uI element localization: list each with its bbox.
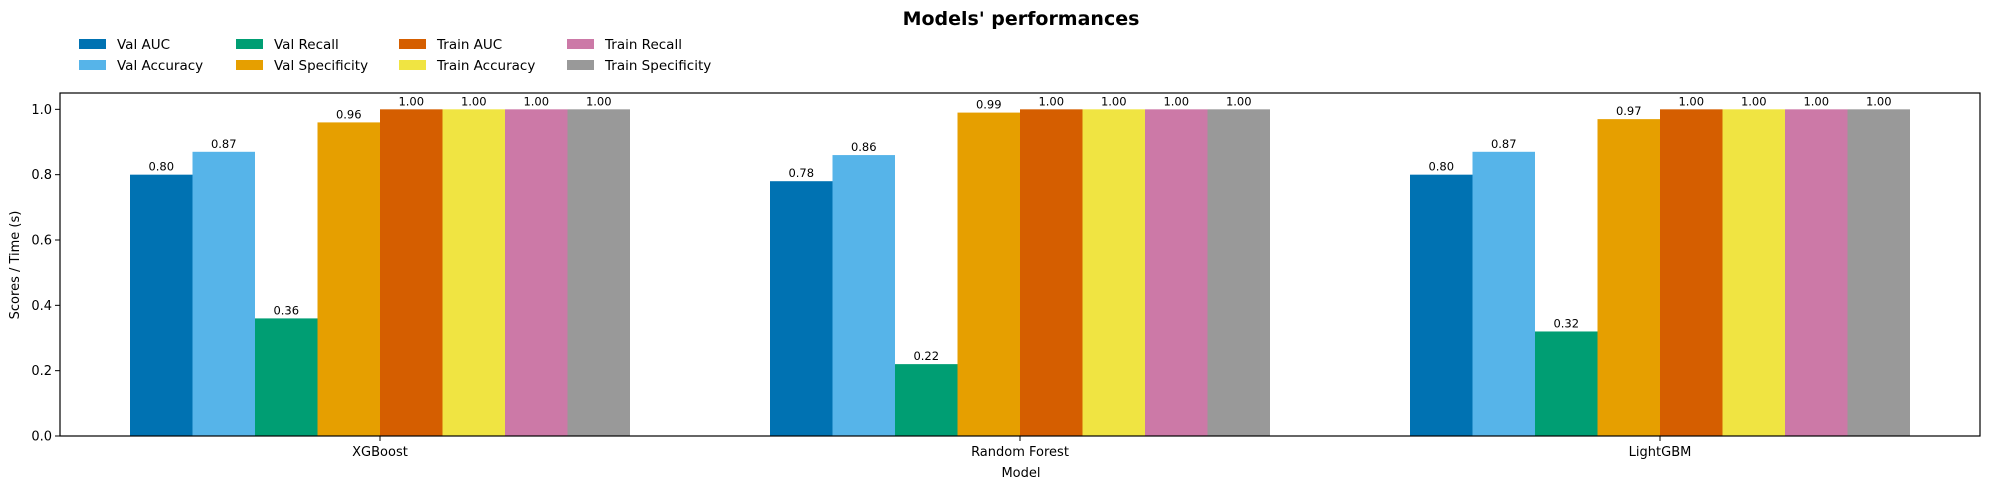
bar <box>1207 109 1270 436</box>
bar-value-label: 1.00 <box>1101 94 1127 108</box>
bar-value-label: 1.00 <box>1226 94 1252 108</box>
legend-swatch <box>79 39 106 49</box>
bar-value-label: 1.00 <box>1678 94 1704 108</box>
legend-label: Val Recall <box>274 37 339 53</box>
bar <box>442 109 505 436</box>
y-tick-label: 0.2 <box>31 364 52 379</box>
bar <box>957 112 1020 436</box>
bar <box>1785 109 1848 436</box>
bar-value-label: 1.00 <box>1038 94 1064 108</box>
y-tick-label: 0.0 <box>31 430 52 445</box>
bar-value-label: 0.80 <box>148 160 174 174</box>
legend-swatch <box>399 39 426 49</box>
bar-value-label: 1.00 <box>461 94 487 108</box>
bar <box>505 109 568 436</box>
x-tick-label: Random Forest <box>971 445 1069 460</box>
bar <box>1082 109 1145 436</box>
bar-value-label: 0.87 <box>211 137 237 151</box>
bar <box>832 155 895 436</box>
bar-value-label: 1.00 <box>586 94 612 108</box>
bar-value-label: 1.00 <box>398 94 424 108</box>
y-axis-label: Scores / Time (s) <box>8 211 23 320</box>
bar <box>1660 109 1723 436</box>
legend-swatch <box>567 60 594 70</box>
legend-swatch <box>567 39 594 49</box>
bar <box>1472 151 1535 437</box>
legend-label: Train Specificity <box>604 58 711 74</box>
legend-item: Train AUC <box>399 37 502 53</box>
plot-area: 0.80 0.87 0.36 0.96 1.00 1.00 1.00 1.00 0.78 0.86… <box>31 92 1981 460</box>
bar <box>1722 109 1785 436</box>
bar-labels-group: 0.80 0.87 0.36 0.96 1.00 1.00 1.00 1.00 0.78 0.86… <box>148 94 1891 363</box>
bar <box>1410 174 1473 437</box>
bar <box>770 181 833 436</box>
bar-value-label: 0.22 <box>913 349 939 363</box>
bar <box>1847 109 1910 436</box>
bar-value-label: 0.87 <box>1491 137 1517 151</box>
bar-value-label: 0.86 <box>851 140 877 154</box>
x-axis-label: Model <box>1001 466 1040 481</box>
bar <box>1535 331 1598 436</box>
legend-item: Val Specificity <box>236 58 368 74</box>
bar <box>1020 109 1083 436</box>
chart-title: Models' performances <box>903 8 1140 30</box>
bar <box>130 174 193 437</box>
bar-value-label: 0.96 <box>336 107 362 121</box>
y-tick-label: 0.4 <box>31 299 52 314</box>
bar <box>1597 119 1660 436</box>
legend-swatch <box>399 60 426 70</box>
x-axis: XGBoost Random Forest LightGBM <box>352 436 1691 460</box>
bar-value-label: 0.97 <box>1616 104 1642 118</box>
bar <box>895 364 958 436</box>
bar-value-label: 0.32 <box>1553 316 1579 330</box>
legend-item: Val AUC <box>79 37 170 53</box>
x-tick-label: XGBoost <box>352 445 408 460</box>
legend-item: Train Recall <box>567 37 682 53</box>
legend-item: Train Accuracy <box>399 58 535 74</box>
bar-value-label: 1.00 <box>1803 94 1829 108</box>
legend-swatch <box>79 60 106 70</box>
legend-item: Val Accuracy <box>79 58 203 74</box>
x-tick-label: LightGBM <box>1629 445 1692 460</box>
bar-value-label: 1.00 <box>1741 94 1767 108</box>
bar-value-label: 1.00 <box>1866 94 1892 108</box>
legend-label: Val Accuracy <box>117 58 203 74</box>
legend-item: Train Specificity <box>567 58 711 74</box>
bar <box>255 318 318 436</box>
chart-legend: Val AUC Val Accuracy Val Recall Val Specifi… <box>79 37 711 74</box>
bar-value-label: 0.36 <box>273 303 299 317</box>
legend-label: Train AUC <box>436 37 502 53</box>
legend-swatch <box>236 39 263 49</box>
bar <box>317 122 380 437</box>
legend-label: Train Accuracy <box>436 58 535 74</box>
legend-label: Val Specificity <box>274 58 368 74</box>
bar-value-label: 0.99 <box>976 98 1002 112</box>
bar <box>380 109 443 436</box>
legend-swatch <box>236 60 263 70</box>
legend-label: Val AUC <box>117 37 170 53</box>
bar-value-label: 0.80 <box>1428 160 1454 174</box>
bar <box>192 151 255 437</box>
bars-group <box>130 109 1910 437</box>
y-tick-label: 1.0 <box>31 103 52 118</box>
bar <box>1145 109 1208 436</box>
bar-value-label: 0.78 <box>788 166 814 180</box>
bar <box>567 109 630 436</box>
legend-item: Val Recall <box>236 37 339 53</box>
legend-label: Train Recall <box>604 37 682 53</box>
y-tick-label: 0.8 <box>31 168 52 183</box>
y-axis: 0.0 0.2 0.4 0.6 0.8 1.0 <box>31 103 60 445</box>
bar-value-label: 1.00 <box>1163 94 1189 108</box>
bar-value-label: 1.00 <box>523 94 549 108</box>
y-tick-label: 0.6 <box>31 234 52 249</box>
